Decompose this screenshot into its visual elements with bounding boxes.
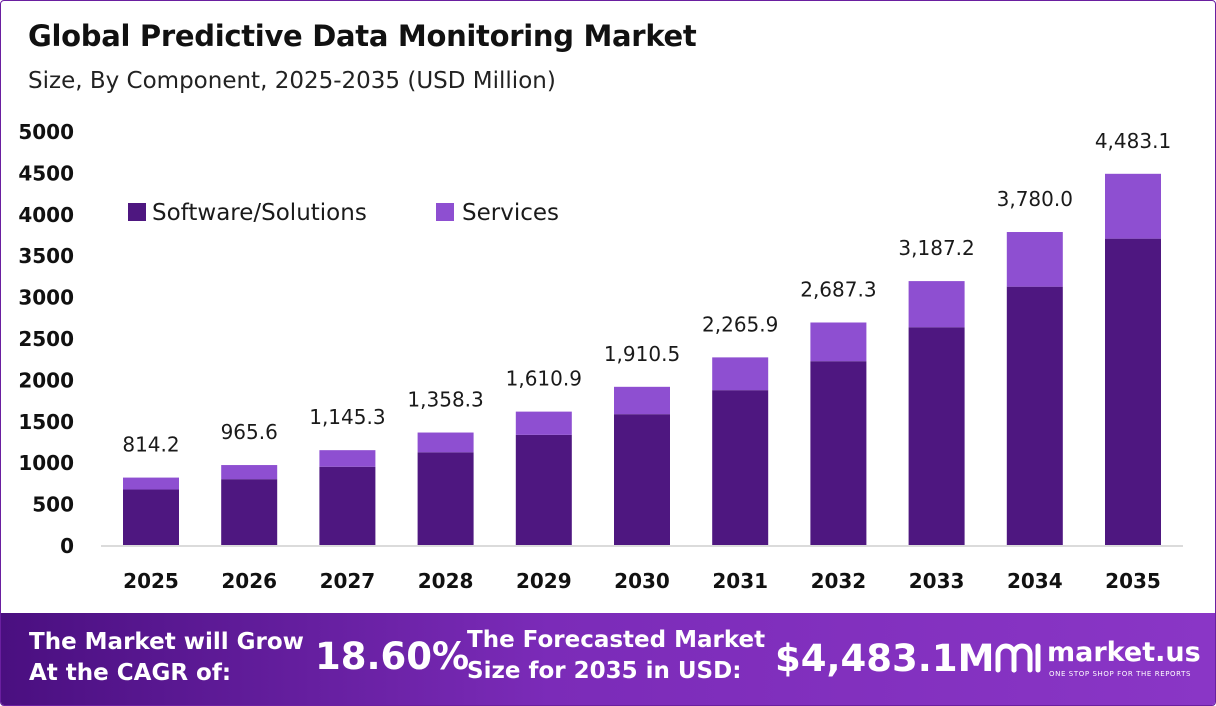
x-tick-label: 2027 (320, 569, 376, 593)
bar-services (1006, 232, 1063, 287)
brand-name: market.us (1047, 637, 1201, 668)
bar-total-label: 1,910.5 (604, 342, 680, 366)
x-tick-label: 2031 (712, 569, 768, 593)
forecast-label-line1: The Forecasted Market (467, 627, 766, 653)
x-tick-label: 2026 (221, 569, 277, 593)
bar-total-label: 2,265.9 (702, 312, 778, 336)
cagr-label-line1: The Market will Grow (29, 629, 304, 655)
bar-total-label: 1,145.3 (309, 405, 385, 429)
bar-services (319, 450, 376, 467)
y-tick-label: 3000 (18, 286, 74, 310)
y-tick-label: 4000 (18, 203, 74, 227)
bar-software-solutions (1105, 238, 1161, 545)
forecast-label: The Forecasted Market Size for 2035 in U… (467, 625, 765, 687)
forecast-label-line2: Size for 2035 in USD: (467, 658, 742, 684)
bar-services (221, 465, 278, 480)
y-tick-label: 2500 (18, 327, 74, 351)
x-tick-label: 2025 (123, 569, 179, 593)
bar-software-solutions (712, 390, 769, 545)
legend-label-software-solutions: Software/Solutions (152, 200, 367, 226)
bar-services (712, 357, 769, 391)
bar-total-label: 3,187.2 (898, 236, 974, 260)
legend-label-services: Services (462, 200, 559, 226)
x-tick-label: 2034 (1007, 569, 1063, 593)
bar-services (123, 477, 179, 490)
market-us-icon (995, 643, 1041, 673)
cagr-label: The Market will Grow At the CAGR of: (29, 627, 304, 689)
bar-software-solutions (417, 452, 474, 545)
bar-total-label: 4,483.1 (1095, 129, 1171, 153)
y-tick-label: 0 (60, 534, 74, 558)
y-tick-label: 1000 (18, 451, 74, 475)
bar-total-label: 1,610.9 (506, 367, 582, 391)
bar-software-solutions (319, 466, 376, 545)
forecast-value: $4,483.1M (775, 637, 995, 680)
brand-tagline: ONE STOP SHOP FOR THE REPORTS (1049, 670, 1192, 678)
brand-logo[interactable]: market.us ONE STOP SHOP FOR THE REPORTS (995, 637, 1201, 680)
bar-services (810, 322, 867, 362)
bar-services (515, 411, 572, 435)
bar-software-solutions (908, 327, 965, 545)
bar-services (417, 432, 474, 453)
x-tick-label: 2029 (516, 569, 572, 593)
y-tick-label: 5000 (18, 120, 74, 144)
x-tick-label: 2030 (614, 569, 670, 593)
bar-total-label: 1,358.3 (407, 388, 483, 412)
legend-swatch-software-solutions (128, 203, 146, 221)
bar-chart: 0 500 1000 1500 2000 2500 3000 3500 4000 4500 5000… (18, 120, 1183, 593)
bar-total-label: 814.2 (122, 433, 179, 457)
y-tick-label: 2000 (18, 368, 74, 392)
y-tick-label: 4500 (18, 161, 74, 185)
x-tick-label: 2028 (418, 569, 474, 593)
bar-software-solutions (1006, 286, 1063, 545)
bar-software-solutions (123, 489, 179, 545)
bar-software-solutions (614, 414, 670, 545)
x-tick-label: 2035 (1105, 569, 1161, 593)
cagr-label-line2: At the CAGR of: (29, 660, 232, 686)
x-tick-label: 2032 (811, 569, 867, 593)
y-tick-label: 500 (32, 493, 74, 517)
bar-total-label: 2,687.3 (800, 277, 876, 301)
bar-software-solutions (515, 434, 572, 545)
legend-swatch-services (436, 203, 454, 221)
y-tick-label: 1500 (18, 410, 74, 434)
footer-banner: The Market will Grow At the CAGR of: 18.… (1, 613, 1215, 705)
bar-software-solutions (810, 361, 867, 545)
bar-software-solutions (221, 479, 278, 545)
chart-title: Global Predictive Data Monitoring Market (28, 19, 697, 53)
bar-services (614, 386, 670, 415)
cagr-value: 18.60% (315, 635, 470, 678)
bar-services (908, 281, 965, 328)
x-tick-label: 2033 (909, 569, 965, 593)
bar-services (1105, 173, 1161, 239)
bar-total-label: 3,780.0 (997, 187, 1073, 211)
y-tick-label: 3500 (18, 244, 74, 268)
chart-subtitle: Size, By Component, 2025-2035 (USD Milli… (28, 68, 556, 94)
bar-total-label: 965.6 (221, 420, 278, 444)
